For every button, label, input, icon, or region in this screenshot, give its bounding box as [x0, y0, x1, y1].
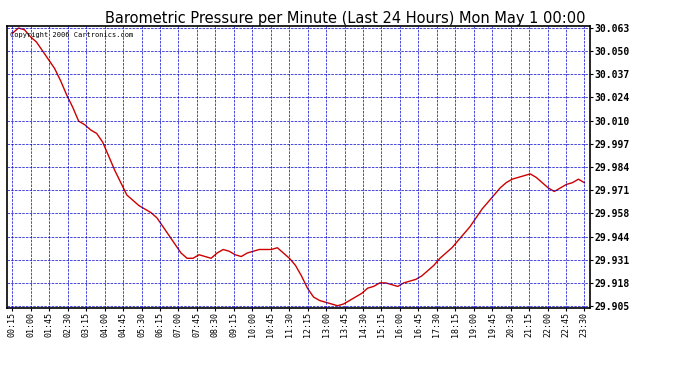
Text: Copyright 2006 Cartronics.com: Copyright 2006 Cartronics.com — [10, 32, 133, 38]
Text: Barometric Pressure per Minute (Last 24 Hours) Mon May 1 00:00: Barometric Pressure per Minute (Last 24 … — [105, 11, 585, 26]
